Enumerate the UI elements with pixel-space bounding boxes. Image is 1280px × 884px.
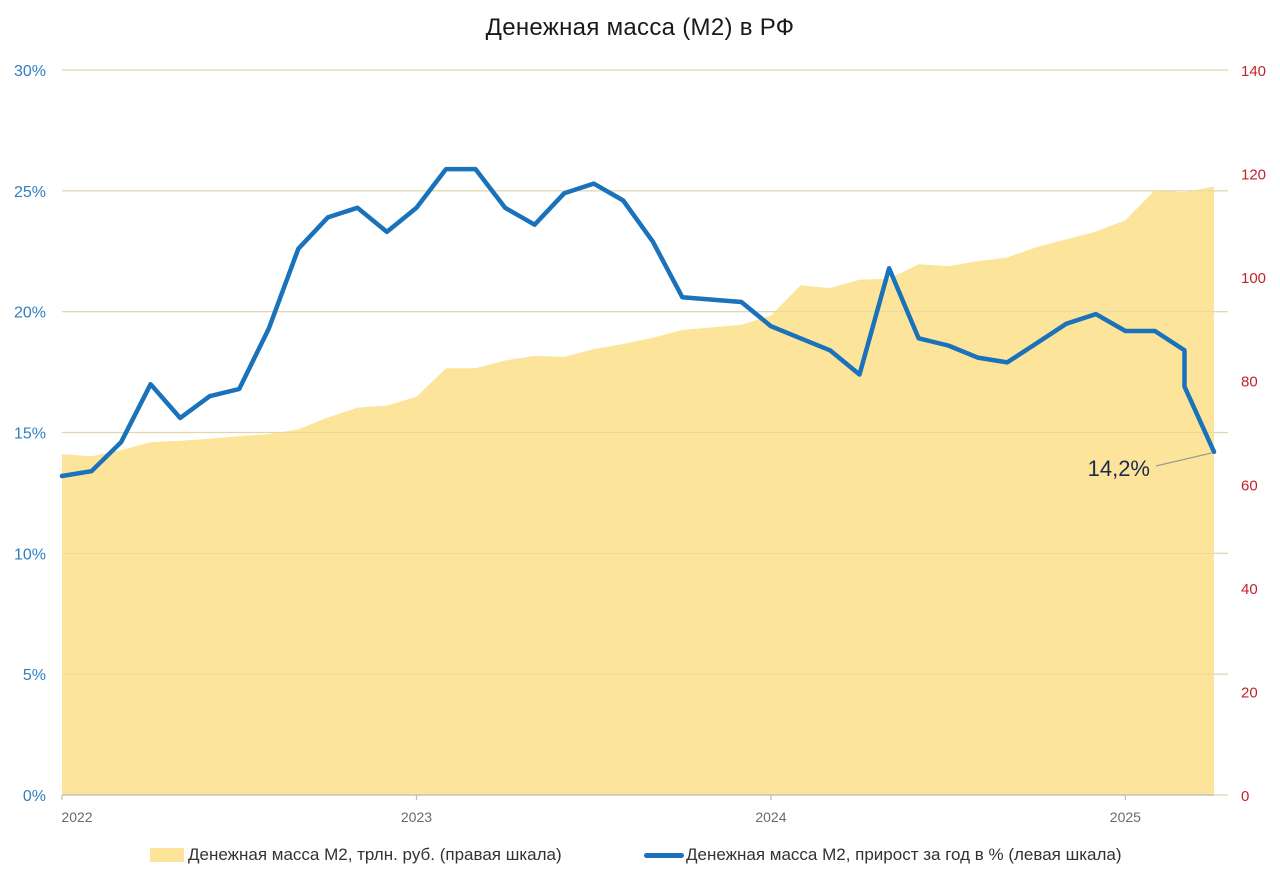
annotation-layer: 14,2% (1088, 452, 1213, 481)
right-tick-label: 20 (1241, 684, 1258, 701)
legend-item-growth[interactable]: Денежная масса М2, прирост за год в % (л… (644, 845, 1122, 865)
x-tick-label: 2023 (401, 809, 432, 825)
legend-swatch-area (150, 848, 184, 862)
right-tick-label: 100 (1241, 270, 1266, 287)
right-tick-label: 140 (1241, 63, 1266, 80)
legend-item-volume[interactable]: Денежная масса М2, трлн. руб. (правая шк… (150, 845, 562, 865)
right-tick-label: 0 (1241, 788, 1249, 805)
left-tick-label: 25% (14, 184, 46, 201)
left-tick-label: 15% (14, 426, 46, 443)
left-tick-label: 20% (14, 305, 46, 322)
x-tick-label: 2022 (61, 809, 92, 825)
annotation-leader (1155, 452, 1213, 467)
chart-title: Денежная масса (М2) в РФ (485, 14, 795, 41)
left-tick-label: 0% (23, 788, 46, 805)
legend: Денежная масса М2, трлн. руб. (правая шк… (0, 845, 1280, 869)
m2-growth-line-layer (59, 166, 1217, 479)
legend-swatch-line (644, 852, 684, 858)
m2-volume-area-layer (62, 69, 1228, 796)
left-tick-label: 30% (14, 63, 46, 80)
axes: 0% 5% 10% 15% 20% 25% 30% 0 20 40 60 80 100 120 140 202… (14, 63, 1266, 825)
x-tick-label: 2025 (1110, 809, 1141, 825)
legend-label-volume: Денежная масса М2, трлн. руб. (правая шк… (188, 845, 562, 864)
line-series-growth (59, 166, 1217, 479)
x-tick-label: 2024 (755, 809, 786, 825)
right-tick-label: 40 (1241, 581, 1258, 598)
right-tick-label: 60 (1241, 477, 1258, 494)
left-tick-label: 10% (14, 546, 46, 563)
right-tick-label: 80 (1241, 374, 1258, 391)
legend-label-growth: Денежная масса М2, прирост за год в % (л… (686, 845, 1122, 864)
annotation-label: 14,2% (1088, 456, 1150, 481)
left-tick-label: 5% (23, 667, 46, 684)
area-series-volume (62, 186, 1214, 795)
right-tick-label: 120 (1241, 167, 1266, 184)
